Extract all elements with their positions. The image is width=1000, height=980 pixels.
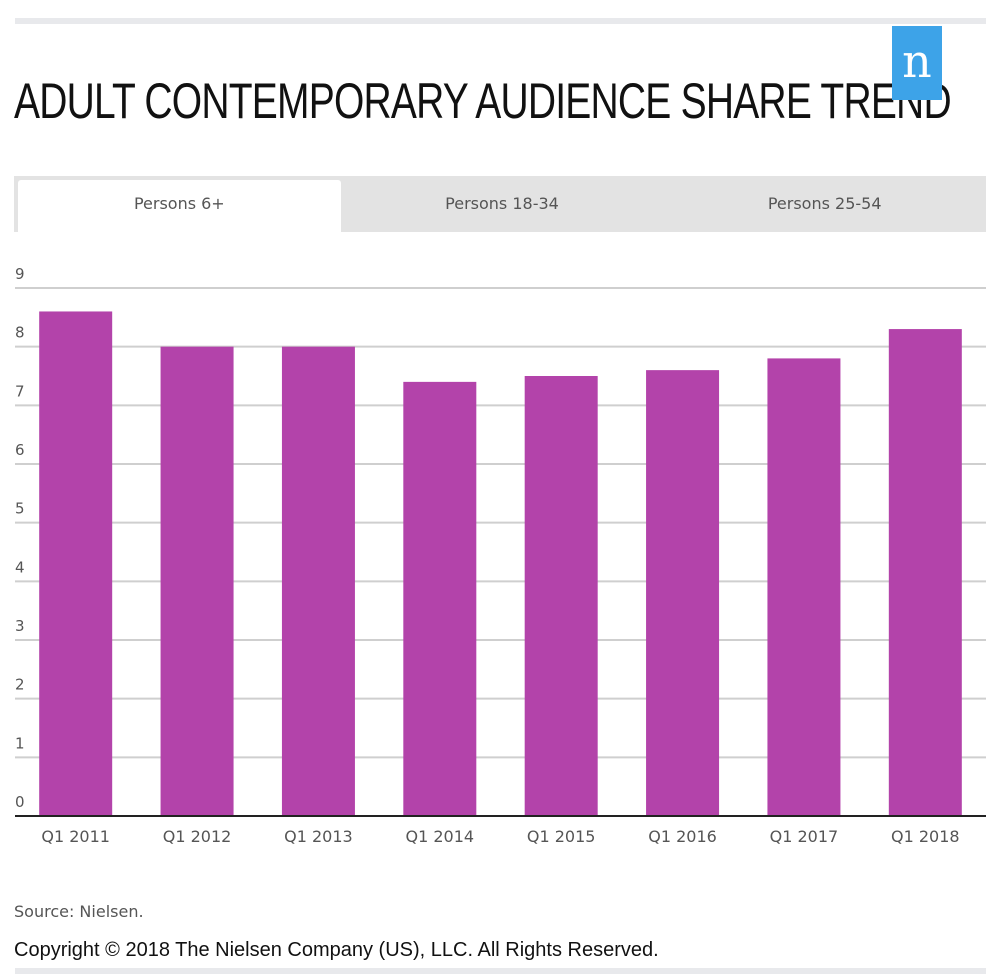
x-tick-label: Q1 2011 — [41, 827, 110, 846]
x-tick-label: Q1 2013 — [284, 827, 353, 846]
bar — [888, 329, 962, 816]
source-note: Source: Nielsen. — [14, 902, 144, 921]
bar — [767, 358, 841, 816]
bar — [160, 346, 234, 816]
x-tick-label: Q1 2016 — [648, 827, 717, 846]
y-tick-label: 4 — [15, 558, 25, 576]
tab-bar: Persons 6+ Persons 18-34 Persons 25-54 — [14, 176, 986, 232]
tab-persons-18-34[interactable]: Persons 18-34 — [445, 194, 559, 213]
bar — [281, 346, 355, 816]
bar-chart: 0 1 2 3 4 5 6 7 8 9 Q1 2011 Q1 2012 Q1 2013 Q1 2014 Q1… — [15, 265, 986, 846]
x-tick-label: Q1 2014 — [406, 827, 475, 846]
y-tick-label: 8 — [15, 324, 25, 342]
top-divider — [15, 18, 986, 24]
y-tick-label: 5 — [15, 500, 25, 518]
y-tick-label: 3 — [15, 617, 25, 635]
y-tick-label: 7 — [15, 382, 25, 400]
tab-persons-25-54[interactable]: Persons 25-54 — [767, 194, 882, 213]
bar — [39, 311, 113, 816]
bar — [403, 381, 477, 816]
copyright-note: Copyright © 2018 The Nielsen Company (US… — [14, 939, 659, 961]
nielsen-logo: n — [892, 26, 942, 100]
bar — [524, 376, 598, 816]
y-tick-label: 6 — [15, 441, 25, 459]
tab-persons-6plus[interactable]: Persons 6+ — [18, 180, 341, 232]
x-tick-label: Q1 2018 — [891, 827, 960, 846]
y-tick-label: 1 — [15, 734, 25, 752]
chart-title: ADULT CONTEMPORARY AUDIENCE SHARE TREND — [14, 73, 952, 129]
y-tick-label: 2 — [15, 676, 25, 694]
bottom-divider — [15, 968, 986, 974]
x-tick-label: Q1 2012 — [163, 827, 232, 846]
x-tick-label: Q1 2015 — [527, 827, 596, 846]
bar — [646, 370, 720, 816]
y-tick-label: 9 — [15, 265, 25, 283]
x-tick-label: Q1 2017 — [770, 827, 839, 846]
y-tick-label: 0 — [15, 793, 25, 811]
